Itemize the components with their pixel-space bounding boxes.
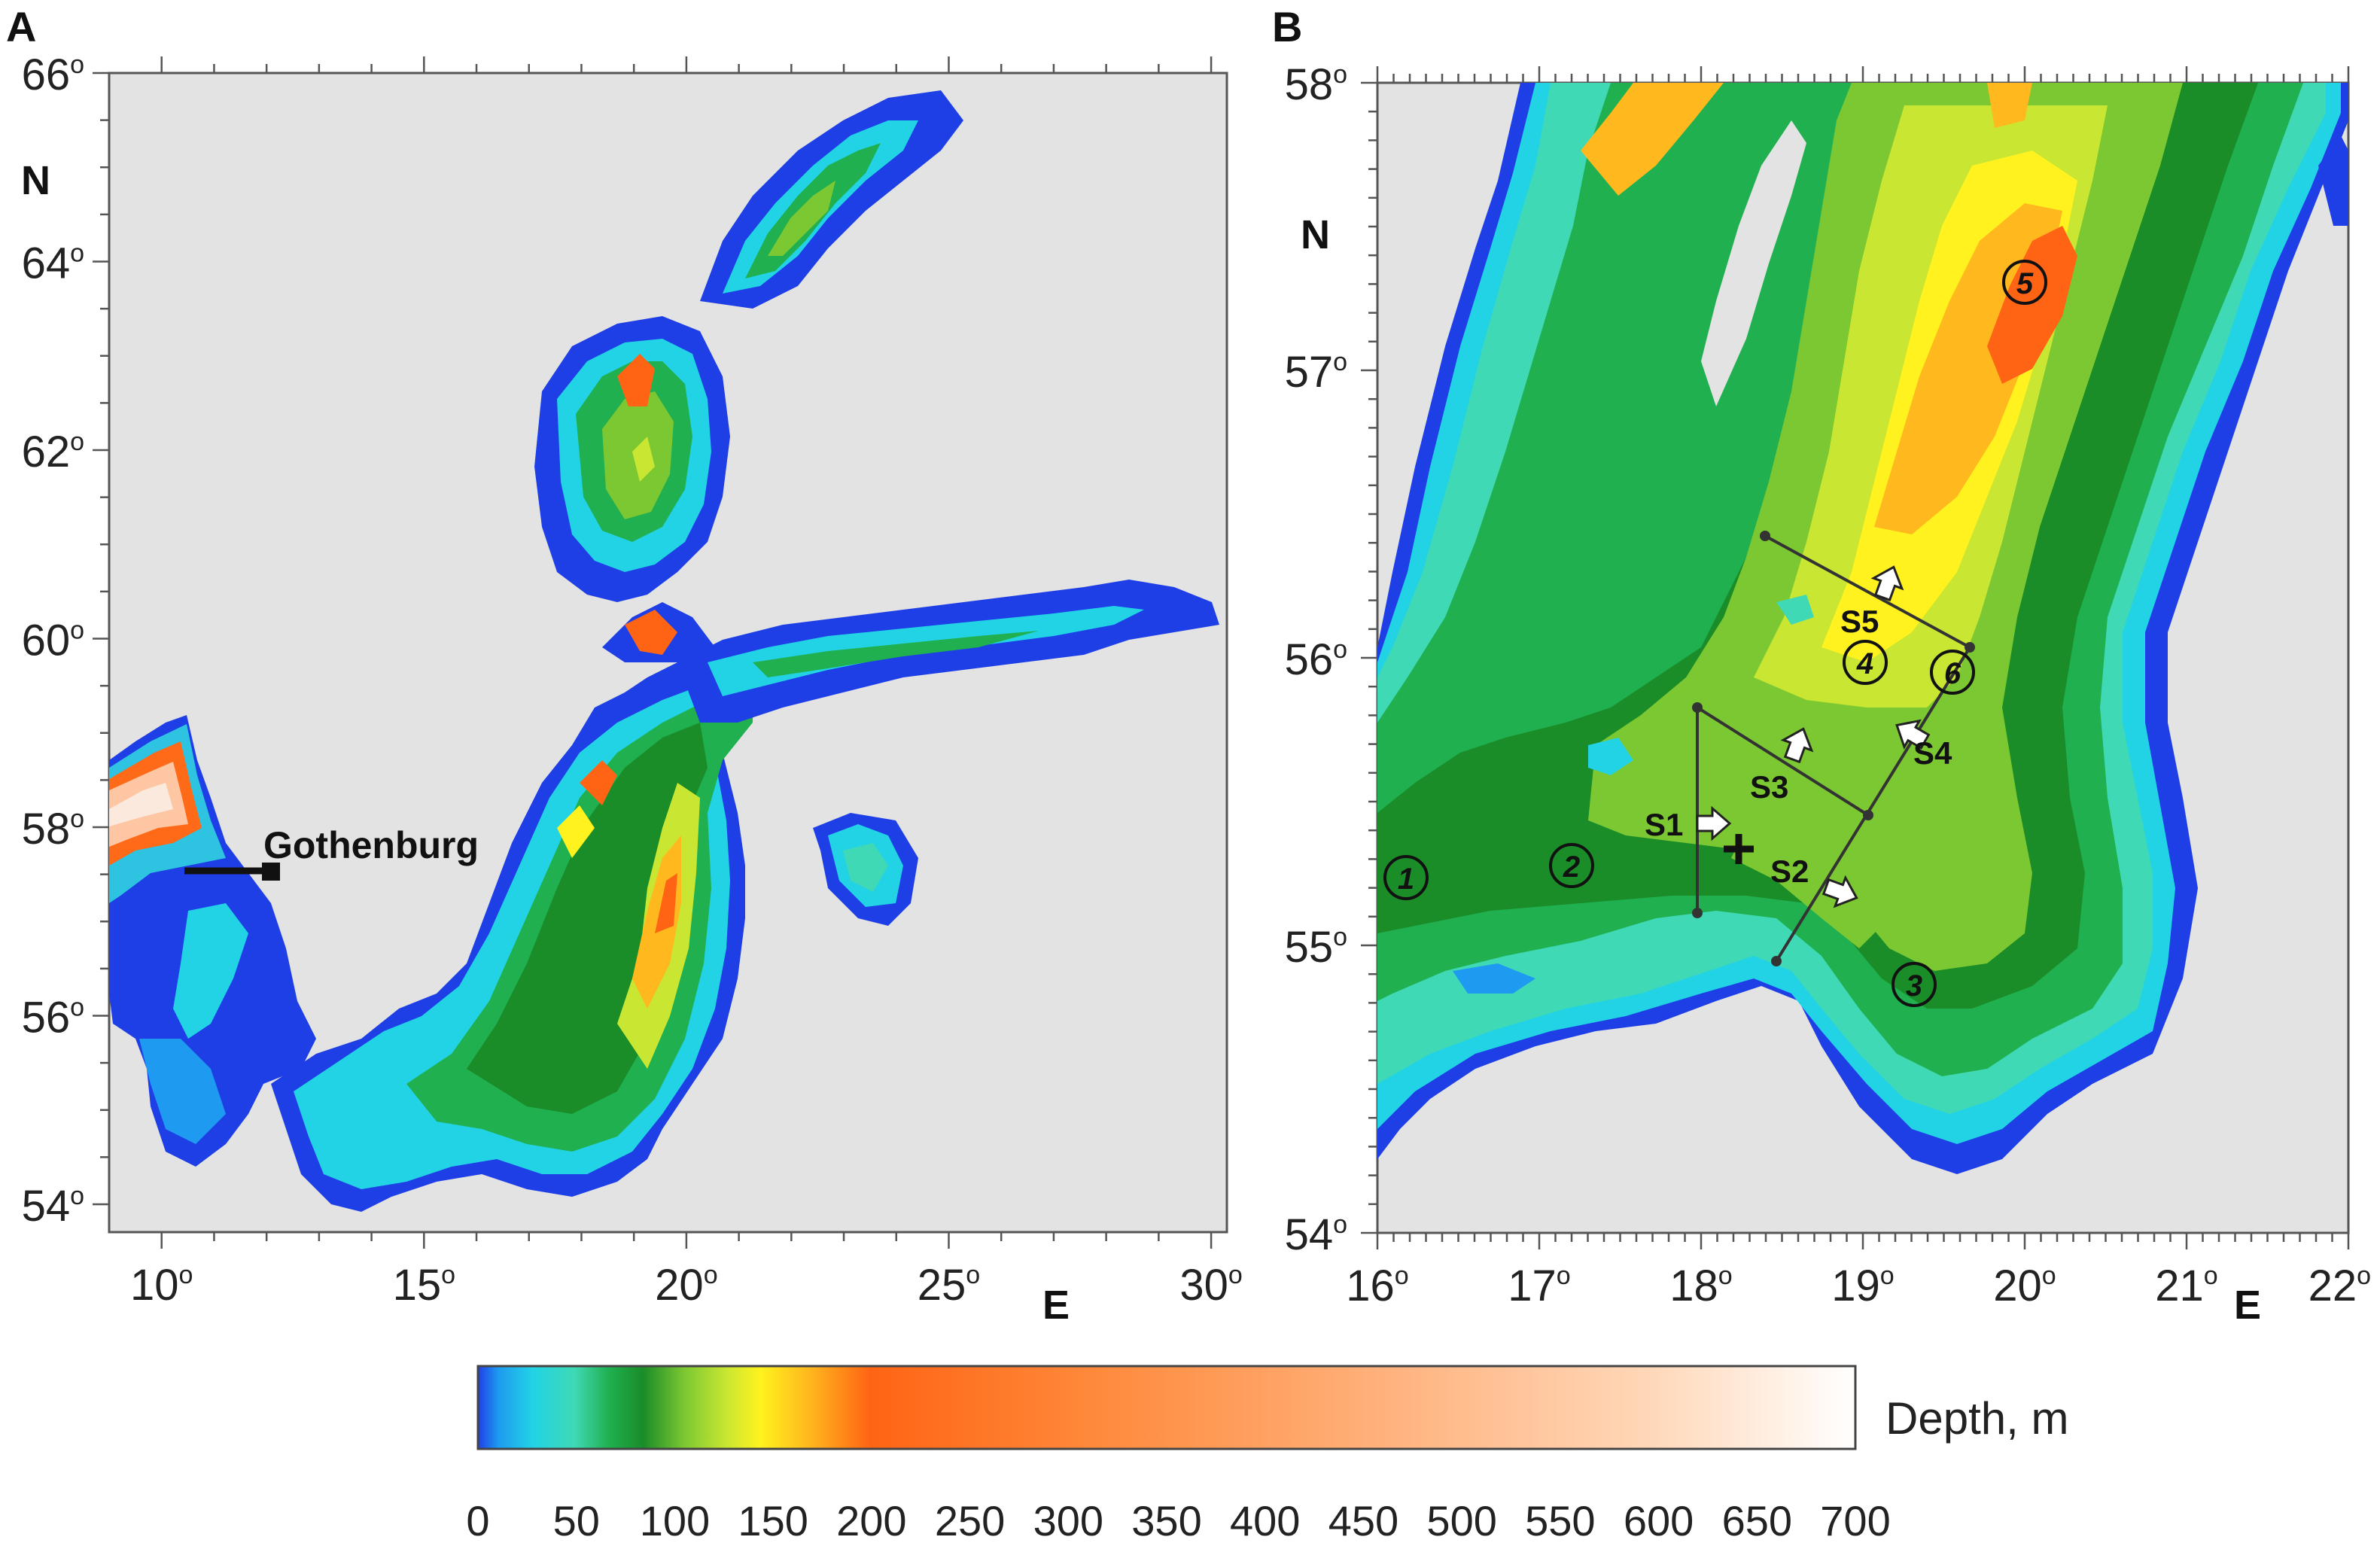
panel-b-lat-labels: 58o 57o 56o 55o 54o — [1285, 60, 1347, 1259]
station-6: 6 — [1930, 650, 1975, 695]
lat-label-a: 62o — [22, 428, 84, 476]
section-label-s5: S5 — [1840, 604, 1879, 639]
arrow-s5 — [1870, 565, 1904, 602]
panel-b-letter: B — [1272, 3, 1302, 50]
section-s3-line — [1696, 706, 1870, 817]
panel-a-ticks — [93, 56, 1213, 1249]
station-4: 4 — [1843, 640, 1888, 685]
section-label-s1: S1 — [1645, 807, 1683, 842]
panel-b-ticks — [1361, 66, 2350, 1249]
panel-a-north-label: N — [21, 158, 50, 203]
panel-a: A — [6, 3, 1243, 1328]
section-node — [1760, 531, 1770, 541]
arrow-s3 — [1780, 727, 1814, 764]
colorbar-tick: 0 — [466, 1497, 489, 1544]
panel-a-east-label: E — [1042, 1283, 1070, 1328]
section-label-s2: S2 — [1770, 854, 1809, 889]
section-s2-s4-line — [1775, 646, 1971, 963]
lon-label-b: 20o — [1993, 1261, 2056, 1310]
station-2-label: 2 — [1563, 851, 1580, 884]
colorbar-label: Depth, m — [1885, 1393, 2068, 1444]
station-3-label: 3 — [1906, 969, 1922, 1003]
colorbar-tick: 450 — [1328, 1497, 1398, 1544]
lon-label-b: 19o — [1831, 1261, 1894, 1310]
station-5: 5 — [2002, 260, 2047, 305]
lon-label-a: 30o — [1179, 1261, 1242, 1310]
lon-label-a: 25o — [918, 1261, 980, 1310]
panel-a-bathymetry — [109, 90, 1219, 1212]
lat-label-a: 54o — [22, 1182, 84, 1231]
colorbar-tick: 700 — [1820, 1497, 1890, 1544]
panel-b-lon-labels: 16o 17o 18o 19o 20o 21o 22o — [1346, 1261, 2371, 1310]
colorbar-tick: 50 — [553, 1497, 600, 1544]
colorbar-tick: 650 — [1722, 1497, 1792, 1544]
arrow-s4 — [1895, 719, 1931, 750]
panel-b-north-label: N — [1301, 212, 1330, 257]
section-s5-line — [1764, 534, 1971, 649]
colorbar-tick: 150 — [738, 1497, 808, 1544]
panel-a-letter: A — [6, 3, 36, 50]
panel-b-bathymetry — [1377, 83, 2348, 1174]
panel-b-east-label: E — [2234, 1283, 2261, 1328]
lat-label-b: 54o — [1285, 1210, 1347, 1259]
station-1-label: 1 — [1398, 863, 1414, 896]
lat-label-b: 55o — [1285, 923, 1347, 972]
colorbar-tick-labels: 0 50 100 150 200 250 300 350 400 450 500 550 600 650 7… — [466, 1497, 1890, 1544]
gothenburg-label: Gothenburg — [263, 824, 479, 866]
station-3: 3 — [1892, 962, 1937, 1007]
section-node — [1692, 908, 1703, 918]
section-node — [1965, 642, 1975, 653]
lat-label-a: 66o — [22, 50, 84, 99]
station-6-label: 6 — [1944, 657, 1962, 690]
lon-label-b: 16o — [1346, 1261, 1408, 1310]
colorbar-tick: 200 — [836, 1497, 906, 1544]
lon-label-a: 10o — [130, 1261, 193, 1310]
colorbar-tick: 300 — [1033, 1497, 1103, 1544]
lon-label-a: 20o — [655, 1261, 717, 1310]
lon-label-b: 21o — [2155, 1261, 2217, 1310]
section-label-s4: S4 — [1913, 735, 1952, 771]
station-1: 1 — [1383, 855, 1429, 900]
colorbar-tick: 550 — [1525, 1497, 1595, 1544]
colorbar-tick: 250 — [935, 1497, 1005, 1544]
lat-label-b: 56o — [1285, 635, 1347, 684]
arrow-s2 — [1822, 875, 1858, 908]
section-label-s3: S3 — [1750, 769, 1788, 805]
panel-a-lon-labels: 10o 15o 20o 25o 30o — [130, 1261, 1243, 1310]
panel-b: B — [1272, 3, 2371, 1328]
arrow-s1 — [1696, 805, 1732, 841]
station-4-label: 4 — [1856, 647, 1873, 680]
lon-label-a: 15o — [393, 1261, 455, 1310]
station-5-label: 5 — [2016, 267, 2034, 300]
cross-marker — [1724, 834, 1754, 864]
colorbar-bar — [476, 1365, 1857, 1450]
panel-a-lat-labels: 66o 64o 62o 60o 58o 56o 54o — [22, 50, 84, 1231]
flow-arrows — [1696, 565, 1931, 908]
lat-label-a: 58o — [22, 805, 84, 854]
colorbar: Depth, m 0 50 100 150 200 250 300 350 400 450 500 5… — [466, 1365, 2068, 1544]
section-node — [1771, 956, 1782, 966]
lon-label-b: 22o — [2308, 1261, 2371, 1310]
lat-label-b: 57o — [1285, 348, 1347, 397]
colorbar-tick: 350 — [1131, 1497, 1201, 1544]
colorbar-tick: 100 — [640, 1497, 710, 1544]
colorbar-tick: 600 — [1624, 1497, 1694, 1544]
section-node — [1863, 810, 1873, 820]
lat-label-a: 56o — [22, 994, 84, 1042]
lat-label-a: 64o — [22, 239, 84, 288]
colorbar-tick: 500 — [1426, 1497, 1496, 1544]
sections — [1692, 531, 1975, 966]
lat-label-b: 58o — [1285, 60, 1347, 109]
lon-label-b: 18o — [1669, 1261, 1732, 1310]
section-node — [1692, 702, 1703, 713]
station-2: 2 — [1549, 843, 1594, 888]
lat-label-a: 60o — [22, 616, 84, 665]
gothenburg-marker — [262, 863, 280, 881]
lon-label-b: 17o — [1508, 1261, 1570, 1310]
colorbar-tick: 400 — [1230, 1497, 1300, 1544]
